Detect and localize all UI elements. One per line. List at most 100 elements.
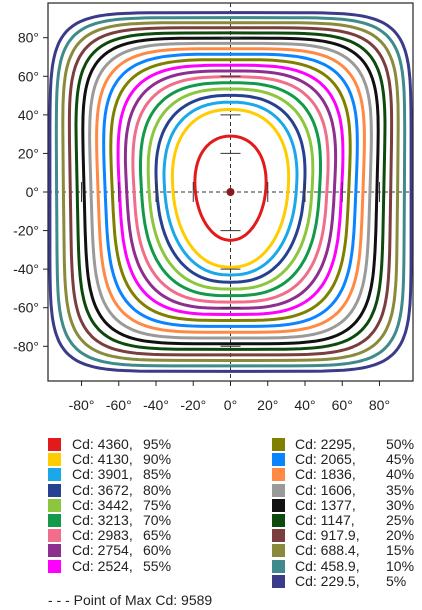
legend-entry: Cd: 2754, 60% [48,543,238,558]
legend-percent: 45% [386,451,415,468]
legend-entry: Cd: 1147, 25% [272,511,422,528]
y-tick-label: 40° [18,107,39,123]
legend-candela: Cd: 688.4, [295,542,360,559]
iso-candela-plot: -80° -60° -40° -20° 0° 20° 40° 60° 80° 80° 60° 40° 2… [13,2,414,413]
legend-candela: Cd: 3672, [72,481,133,498]
x-tick-label: 60° [332,397,353,413]
x-tick-label: 0° [224,397,237,413]
contour-40pct [95,47,366,334]
legend-swatch [48,529,61,543]
legend-percent: 20% [386,527,415,544]
legend-percent: 55% [143,557,172,574]
legend-entry: Cd: 4360, 95% [48,437,238,452]
legend-swatch [272,468,285,482]
legend-candela: Cd: 3213, [72,511,133,528]
legend-entry: Cd: 3442, 75% [48,496,238,513]
tick-labels: -80° -60° -40° -20° 0° 20° 40° 60° 80° 80° 60° 40° 2… [13,30,390,413]
legend-swatch [272,498,285,512]
legend-percent: 85% [143,466,172,483]
legend-entry: Cd: 3901, 85% [48,467,238,482]
x-tick-label: 40° [294,397,315,413]
y-tick-label: -80° [13,338,39,354]
x-tick-label: 20° [257,397,278,413]
contour-90pct [170,108,291,269]
legend-percent: 25% [386,511,415,528]
contour-20pct [67,26,394,357]
contour-45pct [102,52,359,328]
legend-candela: Cd: 2983, [72,527,133,544]
legend-candela: Cd: 1836, [295,466,356,483]
legend-percent: 65% [143,527,172,544]
contour-50pct [109,58,352,322]
legend-candela: Cd: 2754, [72,542,133,559]
x-tick-label: -20° [180,397,206,413]
contour-70pct [139,81,322,298]
dashed-line-symbol: - - - [48,592,74,608]
contour-85pct [162,100,299,277]
legend-candela: Cd: 3901, [72,466,133,483]
legend-swatch [272,513,285,527]
legend-entry: Cd: 2065, 45% [272,452,422,467]
legend-candela: Cd: 2065, [295,451,356,468]
legend-entry: Cd: 688.4, 15% [272,543,422,558]
legend-percent: 75% [143,496,172,513]
legend-swatch [48,513,61,527]
contour-35pct [88,41,373,340]
y-tick-label: 20° [18,145,39,161]
legend-entry: Cd: 2983, 65% [48,528,238,543]
max-point-label: Point of Max Cd: 9589 [73,592,213,608]
legend-percent: 70% [143,511,172,528]
legend-entry: Cd: 3213, 70% [48,511,238,528]
legend-percent: 80% [143,481,172,498]
x-tick-label: -40° [143,397,169,413]
legend-swatch [48,559,61,573]
legend-entry: Cd: 1377, 30% [272,496,422,513]
legend-swatch [272,544,285,558]
legend-percent: 90% [143,451,172,468]
contour-80pct [154,93,307,284]
legend-entry: Cd: 917.9, 20% [272,528,422,543]
legend-candela: Cd: 229.5, [295,572,360,589]
legend-percent: 50% [386,436,415,452]
legend-entry: Cd: 1606, 35% [272,481,422,498]
legend-candela: Cd: 458.9, [295,557,360,574]
legend-percent: 5% [386,572,407,589]
legend-swatch [272,438,285,451]
contour-10pct [54,16,407,368]
legend-percent: 95% [143,436,172,452]
legend-swatch [272,574,285,588]
max-point-marker [226,188,235,196]
legend-candela: Cd: 1606, [295,481,356,498]
plot-axes [43,37,380,386]
legend-swatch [48,483,61,497]
legend-entry: Cd: 458.9, 10% [272,557,422,574]
x-tick-label: -60° [106,397,132,413]
legend-percent: 30% [386,496,415,513]
contour-15pct [61,21,400,362]
legend-percent: 40% [386,466,415,483]
contour-75pct [146,87,315,291]
legend-swatch [272,529,285,543]
contour-55pct [116,63,345,316]
y-tick-label: -60° [13,300,39,316]
contour-30pct [81,36,380,346]
legend-percent: 10% [386,557,415,574]
y-tick-label: 80° [18,30,39,46]
legend-candela: Cd: 2295, [295,436,356,452]
legend-entry: Cd: 1836, 40% [272,467,422,482]
legend-swatch [48,438,61,451]
legend-entry: Cd: 2295, 50% [272,437,422,452]
legend-swatch [48,498,61,512]
legend-left-column: Cd: 4360, 95% Cd: 4130, 90% Cd: 3901, 85% Cd: … [48,437,238,574]
legend-candela: Cd: 4360, [72,436,133,452]
legend-candela: Cd: 2524, [72,557,133,574]
legend-candela: Cd: 1377, [295,496,356,513]
legend-swatch [272,483,285,497]
x-tick-label: 80° [369,397,390,413]
y-tick-label: 60° [18,68,39,84]
legend-entry: Cd: 3672, 80% [48,481,238,498]
legend-candela: Cd: 3442, [72,496,133,513]
legend-right-column: Cd: 2295, 50% Cd: 2065, 45% Cd: 1836, 40% Cd: … [272,437,422,589]
contour-lines [48,11,413,373]
legend-swatch [272,453,285,467]
